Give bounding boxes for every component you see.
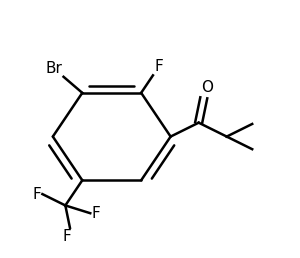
Text: Br: Br	[45, 61, 62, 76]
Text: F: F	[92, 206, 100, 221]
Text: F: F	[154, 59, 163, 74]
Text: F: F	[32, 187, 41, 201]
Text: F: F	[63, 229, 71, 244]
Text: O: O	[201, 80, 213, 95]
